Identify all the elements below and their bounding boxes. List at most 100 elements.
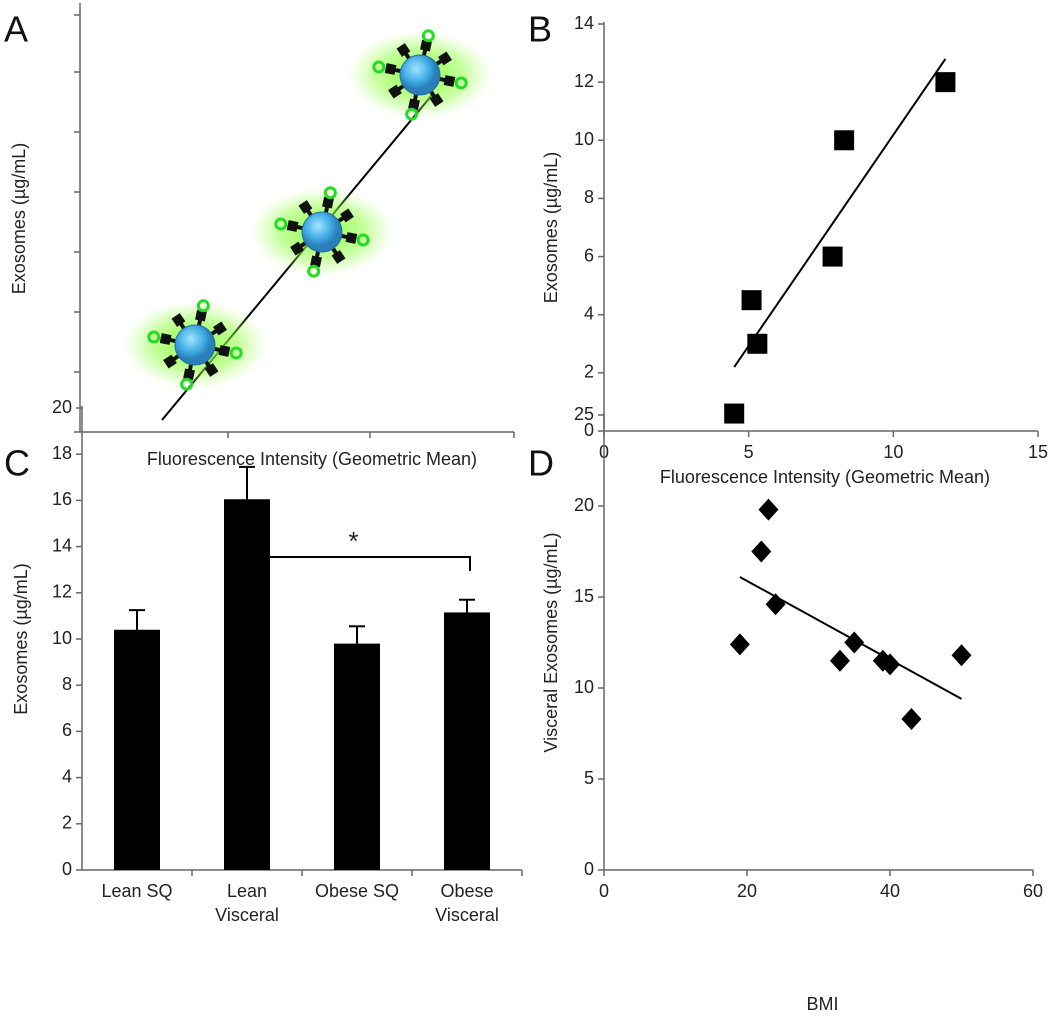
y-tick-label: 2 <box>584 362 594 382</box>
x-axis-label: Fluorescence Intensity (Geometric Mean) <box>660 467 990 487</box>
point <box>951 644 972 667</box>
x-tick-label: 60 <box>1023 881 1043 901</box>
bead <box>301 211 343 253</box>
bead <box>174 324 216 366</box>
x-tick-label: 10 <box>883 442 903 462</box>
antibody-head <box>429 93 444 107</box>
point <box>724 403 745 424</box>
panel-label: D <box>528 443 554 484</box>
y-axis-label: Exosomes (µg/mL) <box>541 152 561 303</box>
fluor <box>356 233 370 247</box>
error-bar <box>239 465 255 500</box>
fluor <box>307 264 321 278</box>
y-tick-label: 10 <box>52 628 72 648</box>
significance-bracket <box>236 556 471 571</box>
antibody-head <box>310 255 322 268</box>
bead-icon <box>348 29 492 121</box>
x-tick-label: 0 <box>599 881 609 901</box>
point <box>747 333 768 354</box>
error-bar <box>459 598 475 613</box>
x-tick-label: Lean <box>227 881 267 901</box>
point <box>741 290 762 311</box>
antibody-head <box>195 309 207 322</box>
y-tick-label: 12 <box>574 71 594 91</box>
antibody-head <box>331 250 346 264</box>
x-tick-label: 5 <box>744 442 754 462</box>
antibody-head <box>322 196 334 209</box>
point <box>829 649 850 672</box>
antibody-head <box>183 368 195 381</box>
y-tick-label: 4 <box>584 303 594 323</box>
y-tick-label: 20 <box>52 397 72 417</box>
bar <box>114 629 160 870</box>
significance-star: * <box>348 526 358 556</box>
point <box>935 72 956 93</box>
antibody-head <box>171 313 186 327</box>
fluor <box>372 60 386 74</box>
y-axis-label: Exosomes (µg/mL) <box>11 563 31 714</box>
x-tick-label: 15 <box>1028 442 1048 462</box>
antibody-head <box>163 354 177 369</box>
point <box>901 707 922 730</box>
x-tick-label: Visceral <box>435 905 499 925</box>
bead <box>399 54 441 96</box>
y-tick-label: 0 <box>62 859 72 879</box>
point <box>880 653 900 676</box>
y-tick-label: 8 <box>584 187 594 207</box>
y-tick-label: 8 <box>62 674 72 694</box>
fluor <box>421 29 435 43</box>
bar <box>444 612 490 870</box>
y-tick-label: 4 <box>62 766 72 786</box>
bead-icon <box>250 186 394 278</box>
antibody-head <box>340 208 354 223</box>
y-axis-label: Visceral Exosomes (µg/mL) <box>541 532 561 752</box>
trendline <box>733 58 947 368</box>
panel-label: C <box>4 443 30 484</box>
y-tick-label: 10 <box>574 129 594 149</box>
fluor <box>147 330 161 344</box>
antibody-head <box>396 43 411 57</box>
x-axis-label: Fluorescence Intensity (Geometric Mean) <box>147 449 477 469</box>
x-tick-label: 20 <box>737 881 757 901</box>
fluor <box>180 377 194 391</box>
fluor <box>405 107 419 121</box>
y-tick-label: 2 <box>62 813 72 833</box>
y-tick-label: 14 <box>52 535 72 555</box>
antibody-head <box>408 98 420 111</box>
x-tick-label: 40 <box>880 881 900 901</box>
bar <box>334 643 380 870</box>
panel-label: B <box>528 9 552 50</box>
antibody-head <box>286 220 299 232</box>
antibody-head <box>159 333 172 345</box>
y-tick-label: 0 <box>584 859 594 879</box>
y-tick-label: 6 <box>62 720 72 740</box>
y-axis-label: Exosomes (µg/mL) <box>9 143 29 294</box>
bar <box>224 499 270 870</box>
antibody-head <box>298 200 313 214</box>
antibody-head <box>438 51 452 66</box>
bead-icon <box>123 299 267 391</box>
point <box>822 246 843 267</box>
fluor <box>323 186 337 200</box>
antibody-head <box>345 232 358 244</box>
x-tick-label: Lean SQ <box>101 881 172 901</box>
antibody-head <box>218 345 231 357</box>
antibody-head <box>204 363 219 377</box>
y-tick-label: 20 <box>574 495 594 515</box>
antibody-head <box>290 241 304 256</box>
y-tick-label: 18 <box>52 443 72 463</box>
trendline <box>739 576 962 700</box>
error-bar <box>349 625 365 644</box>
x-tick-label: Obese <box>440 881 493 901</box>
x-tick-label: Obese SQ <box>315 881 399 901</box>
fluor <box>454 76 468 90</box>
antibody-head <box>443 75 456 87</box>
x-axis-label: BMI <box>806 994 838 1014</box>
point <box>834 130 855 151</box>
antibody-head <box>213 321 227 336</box>
antibody-head <box>384 63 397 75</box>
y-tick-label: 6 <box>584 245 594 265</box>
antibody-head <box>388 84 402 99</box>
y-tick-label: 10 <box>574 677 594 697</box>
